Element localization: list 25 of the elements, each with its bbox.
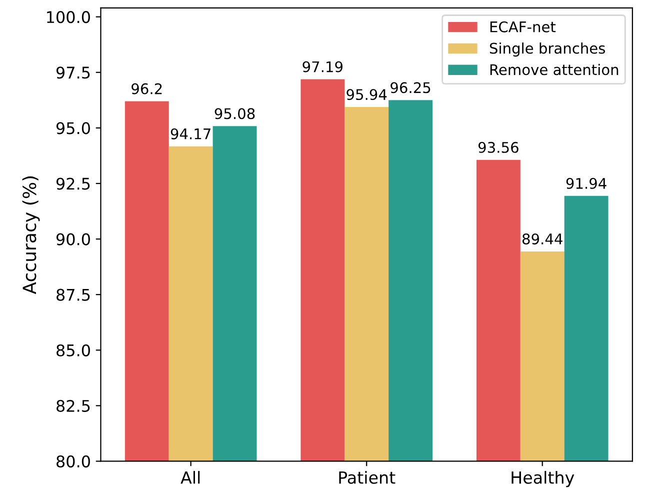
data-label: 96.25 [390,82,430,94]
legend-label: ECAF-net [490,21,556,32]
data-label: 97.19 [302,61,343,72]
y-tick-label: 87.5 [56,288,90,301]
legend-label: Single branches [490,42,606,57]
y-tick-label: 92.5 [56,178,90,190]
data-label: 93.56 [478,142,518,153]
data-label: 89.44 [522,233,562,244]
data-label: 91.94 [566,178,606,189]
y-tick-label: 80.0 [56,455,90,468]
y-tick-label: 90.0 [56,233,90,246]
y-tick-label: 82.5 [56,400,90,412]
data-label: 95.08 [214,108,255,120]
y-tick-label: 85.0 [56,344,90,356]
legend-label: Remove attention [490,64,618,76]
data-label: 95.94 [346,89,387,100]
y-axis-title: Accuracy (%) [22,176,40,294]
x-tick-label: Patient [339,470,396,484]
x-tick-label: Healthy [512,470,574,488]
data-label: 94.17 [170,128,210,140]
y-tick-label: 95.0 [56,122,90,134]
y-tick-label: 100.0 [47,11,90,24]
y-tick-label: 97.5 [56,66,90,79]
x-tick-label: All [180,470,200,484]
data-label: 96.2 [132,83,162,94]
